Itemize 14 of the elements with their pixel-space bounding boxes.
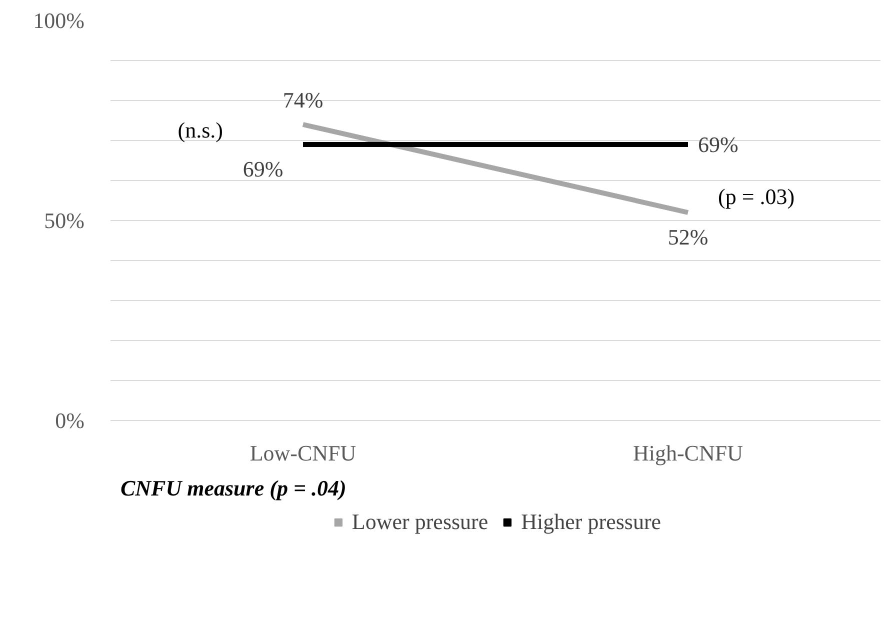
legend-label: Higher pressure	[521, 509, 662, 535]
x-tick-label: High-CNFU	[632, 440, 744, 466]
data-label: 52%	[668, 224, 708, 250]
text: CNFU measure (p = .04)	[120, 476, 346, 500]
x-tick-label: Low-CNFU	[250, 440, 356, 466]
data-label: 74%	[282, 88, 324, 112]
annotation: (n.s.)	[178, 118, 224, 143]
y-tick-label: 100%	[33, 8, 84, 33]
data-label: 69%	[242, 156, 284, 182]
data-label: 69%	[698, 132, 738, 157]
y-tick-label: 0%	[55, 408, 84, 433]
annotation: (p = .03)	[718, 184, 795, 209]
legend-label: Lower pressure	[352, 509, 488, 535]
y-tick-label: 50%	[44, 208, 84, 233]
